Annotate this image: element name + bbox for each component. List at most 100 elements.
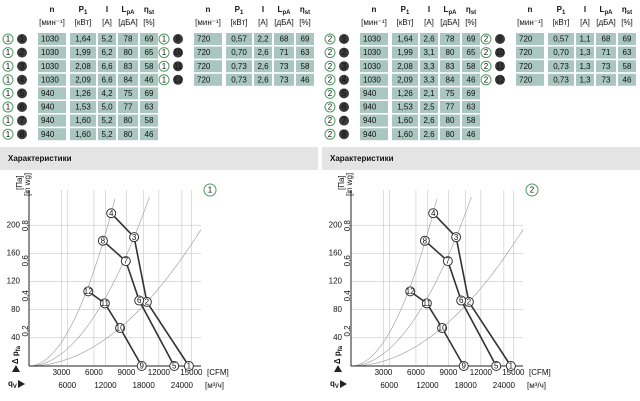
x-tick-label: 18000 <box>133 381 156 390</box>
cell-value: 83 <box>446 62 455 71</box>
y-unit: [Па] <box>337 175 346 190</box>
row-badge <box>173 47 183 58</box>
cell-value: 80 <box>446 116 455 125</box>
cell-value: 940 <box>41 130 55 139</box>
y2-tick-label: 0,8 <box>21 220 30 232</box>
table-cell <box>38 60 66 73</box>
table-cell <box>516 46 544 59</box>
table-cell <box>360 114 388 127</box>
table-cell <box>420 73 438 86</box>
cell-value: 46 <box>301 75 310 84</box>
variant-number: 2 <box>328 75 333 84</box>
operating-point <box>169 361 180 371</box>
x-tick-label: 18000 <box>455 381 478 390</box>
cell-value: 1030 <box>363 75 381 84</box>
variant-number: 2 <box>328 130 333 139</box>
x-tick-label: 6000 <box>380 381 398 390</box>
x2-tick-label: 12000 <box>470 368 493 377</box>
column-unit: [кВт] <box>231 18 248 27</box>
chart-badge <box>525 183 539 197</box>
table-cell <box>118 101 138 113</box>
row-number: 12 <box>174 75 183 84</box>
cell-value: 2,6 <box>423 116 435 125</box>
header-sub: pA <box>126 10 135 16</box>
cell-value: 2,6 <box>257 75 269 84</box>
row-number: 10 <box>496 48 505 57</box>
variant-badge <box>158 60 170 72</box>
x-label: qV <box>8 379 17 389</box>
cell-value: 6,6 <box>101 75 113 84</box>
cell-value: 80 <box>446 48 455 57</box>
operating-point <box>451 232 462 243</box>
cell-value: 63 <box>145 103 154 112</box>
y-tick-label: 40 <box>333 333 342 342</box>
variant-number: 2 <box>328 103 333 112</box>
column-unit: [кВт] <box>75 18 92 27</box>
operating-point <box>115 322 126 333</box>
row-badge <box>173 74 183 85</box>
table-cell <box>98 128 116 141</box>
column-unit: [дБА] <box>274 18 294 27</box>
table-cell <box>420 128 438 141</box>
table-cell <box>140 60 158 73</box>
variant-number: 1 <box>162 62 167 71</box>
table-cell <box>548 60 574 73</box>
operating-point <box>421 298 432 309</box>
row-number: 12 <box>496 75 505 84</box>
table-cell <box>194 60 222 73</box>
table-cell <box>392 87 418 100</box>
x2-tick-label: 6000 <box>407 368 425 377</box>
header-sub: 1 <box>84 10 88 16</box>
column-header: P1 <box>557 5 566 15</box>
table-cell <box>98 33 116 45</box>
cell-value: 2,09 <box>397 75 413 84</box>
header-sub: st <box>305 10 310 16</box>
cell-value: 1,1 <box>579 35 591 44</box>
header-sub: pA <box>604 10 613 16</box>
row-number: 2 <box>342 48 347 57</box>
header-sub: pA <box>282 10 291 16</box>
column-header: I <box>584 5 586 14</box>
column-unit: [дБА] <box>440 18 460 27</box>
cell-value: 1,60 <box>397 130 413 139</box>
x-arrow <box>18 380 25 388</box>
cell-value: 69 <box>145 89 154 98</box>
variant-number: 2 <box>328 89 333 98</box>
operating-point <box>405 286 416 297</box>
table-cell <box>118 87 138 100</box>
cell-value: 6,2 <box>101 48 113 57</box>
fan-curve <box>424 240 497 367</box>
y-label-sub: fa <box>338 345 344 351</box>
cell-value: 720 <box>519 62 533 71</box>
row-number: 4 <box>342 75 347 84</box>
table-cell <box>70 128 96 141</box>
cell-value: 46 <box>145 75 154 84</box>
table-cell <box>70 87 96 100</box>
column-header: P1 <box>401 5 410 15</box>
column-header: I <box>106 5 108 14</box>
table-cell <box>420 33 438 45</box>
table-cell <box>118 73 138 86</box>
row-badge <box>339 88 349 99</box>
row-badge <box>339 115 349 126</box>
cell-value: 5,2 <box>101 116 113 125</box>
cell-value: 73 <box>280 75 289 84</box>
table-cell <box>274 33 294 45</box>
table-cell <box>38 87 66 100</box>
row-number: 3 <box>342 62 347 71</box>
cell-value: 78 <box>446 35 455 44</box>
x-tick-label: 6000 <box>58 381 76 390</box>
table-cell <box>462 101 480 113</box>
column-unit: [A] <box>580 18 590 27</box>
table-cell <box>70 114 96 127</box>
cell-value: 1,60 <box>75 130 91 139</box>
cell-value: 69 <box>623 35 632 44</box>
x2-tick-label: 15000 <box>180 368 203 377</box>
table-cell <box>392 114 418 127</box>
header-name: I <box>262 5 264 14</box>
column-unit: [кВт] <box>397 18 414 27</box>
variant-number: 2 <box>484 75 489 84</box>
variant-number: 2 <box>328 62 333 71</box>
cell-value: 3,1 <box>423 48 435 57</box>
cell-value: 0,70 <box>553 48 569 57</box>
